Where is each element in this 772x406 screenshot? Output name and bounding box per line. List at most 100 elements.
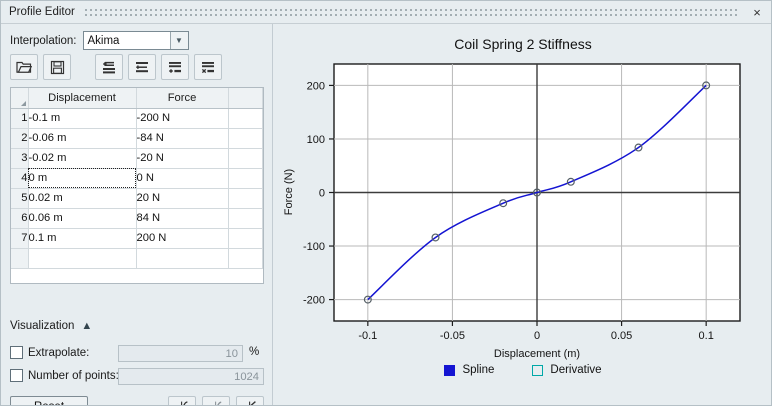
insert-row-above-icon xyxy=(101,60,118,75)
linear-curve-icon xyxy=(241,399,259,405)
legend-item-spline[interactable]: Spline xyxy=(444,364,494,376)
svg-text:100: 100 xyxy=(307,134,325,146)
cell-displacement[interactable]: -0.02 m xyxy=(28,148,137,169)
row-number[interactable]: 3 xyxy=(11,148,29,169)
cell-spacer xyxy=(228,228,263,249)
legend-swatch-derivative xyxy=(532,364,544,376)
row-number-blank xyxy=(11,248,29,269)
close-icon[interactable]: × xyxy=(753,4,761,20)
svg-text:0: 0 xyxy=(319,188,325,200)
cell-displacement[interactable]: -0.06 m xyxy=(28,128,137,149)
row-number[interactable]: 6 xyxy=(11,208,29,229)
extrapolate-option[interactable]: Extrapolate: xyxy=(10,346,89,359)
row-number[interactable]: 4 xyxy=(11,168,29,189)
insert-row-below-button[interactable] xyxy=(128,54,156,80)
floppy-save-icon xyxy=(50,60,65,75)
cell-displacement[interactable]: 0.1 m xyxy=(28,228,137,249)
table-row[interactable]: 3 -0.02 m -20 N xyxy=(11,148,263,169)
open-file-button[interactable] xyxy=(10,54,38,80)
row-number[interactable]: 2 xyxy=(11,128,29,149)
svg-text:-200: -200 xyxy=(303,295,325,307)
cell-force[interactable]: 200 N xyxy=(136,228,229,249)
reset-button[interactable]: Reset xyxy=(10,396,88,405)
cell-force[interactable]: -20 N xyxy=(136,148,229,169)
extrapolate-input[interactable]: 10 xyxy=(118,345,243,362)
row-number[interactable]: 1 xyxy=(11,108,29,129)
table-row[interactable]: 4 0 m 0 N xyxy=(11,168,263,189)
step-curve-icon xyxy=(173,399,191,405)
table-row[interactable]: 1 -0.1 m -200 N xyxy=(11,108,263,129)
svg-text:0.1: 0.1 xyxy=(699,330,714,342)
cell-force[interactable]: 0 N xyxy=(136,168,229,189)
data-table[interactable]: Displacement Force 1 -0.1 m -200 N 2 -0. xyxy=(10,87,264,284)
x-axis-label: Displacement (m) xyxy=(494,348,580,360)
empty-cell xyxy=(228,248,263,269)
curve-style-buttons xyxy=(168,396,264,405)
legend-label-spline: Spline xyxy=(462,364,495,376)
cell-spacer xyxy=(228,148,263,169)
cell-force[interactable]: 20 N xyxy=(136,188,229,209)
cell-spacer xyxy=(228,108,263,129)
cell-displacement[interactable]: -0.1 m xyxy=(28,108,137,129)
visualization-title: Visualization xyxy=(10,320,75,332)
table-empty-area[interactable] xyxy=(11,248,263,269)
percent-unit-label: % xyxy=(249,346,260,358)
cell-displacement[interactable]: 0.06 m xyxy=(28,208,137,229)
table-row[interactable]: 7 0.1 m 200 N xyxy=(11,228,263,249)
step-curve-button[interactable] xyxy=(168,396,196,405)
linear-curve-button[interactable] xyxy=(236,396,264,405)
interpolation-label: Interpolation: xyxy=(10,34,77,47)
extrapolate-checkbox[interactable] xyxy=(10,346,23,359)
row-number[interactable]: 5 xyxy=(11,188,29,209)
chevron-up-icon[interactable]: ▲ xyxy=(81,319,93,332)
insert-row-above-button[interactable] xyxy=(95,54,123,80)
add-row-button[interactable] xyxy=(161,54,189,80)
cell-displacement[interactable]: 0 m xyxy=(28,168,137,189)
titlebar: Profile Editor × xyxy=(1,1,771,24)
svg-text:-0.05: -0.05 xyxy=(440,330,465,342)
window-title: Profile Editor xyxy=(9,6,75,18)
number-of-points-label: Number of points: xyxy=(28,369,119,382)
cell-force[interactable]: -200 N xyxy=(136,108,229,129)
delete-row-button[interactable] xyxy=(194,54,222,80)
cell-displacement[interactable]: 0.02 m xyxy=(28,188,137,209)
legend-label-derivative: Derivative xyxy=(550,364,602,376)
row-number[interactable]: 7 xyxy=(11,228,29,249)
svg-text:-0.1: -0.1 xyxy=(358,330,377,342)
table-row[interactable]: 6 0.06 m 84 N xyxy=(11,208,263,229)
visualization-section-header[interactable]: Visualization ▲ xyxy=(10,320,92,332)
smooth-curve-button[interactable] xyxy=(202,396,230,405)
stiffness-plot[interactable]: -0.1 -0.05 0 0.05 0.1 200 100 0 -100 -200 Displa… xyxy=(274,24,772,364)
legend-swatch-spline xyxy=(444,364,456,376)
interpolation-select[interactable]: Akima ▼ xyxy=(82,31,189,50)
delete-row-icon xyxy=(200,60,217,75)
number-of-points-input[interactable]: 1024 xyxy=(118,368,264,385)
dotted-grip-icon[interactable] xyxy=(84,7,737,17)
table-row[interactable]: 2 -0.06 m -84 N xyxy=(11,128,263,149)
column-header-displacement[interactable]: Displacement xyxy=(28,88,137,109)
chart-title: Coil Spring 2 Stiffness xyxy=(454,36,592,52)
empty-cell xyxy=(28,248,137,269)
cell-spacer xyxy=(228,208,263,229)
axis-ticks xyxy=(329,84,707,326)
x-tick-labels: -0.1 -0.05 0 0.05 0.1 xyxy=(358,330,713,342)
number-of-points-option[interactable]: Number of points: xyxy=(10,369,119,382)
data-point-markers xyxy=(363,81,711,304)
column-header-force[interactable]: Force xyxy=(136,88,229,109)
number-of-points-checkbox[interactable] xyxy=(10,369,23,382)
chevron-down-icon[interactable]: ▼ xyxy=(169,32,188,49)
chart-legend: Spline Derivative xyxy=(274,364,771,376)
cell-spacer xyxy=(228,188,263,209)
y-tick-labels: 200 100 0 -100 -200 xyxy=(303,80,325,306)
interpolation-value: Akima xyxy=(87,34,120,47)
extrapolate-label: Extrapolate: xyxy=(28,346,90,359)
cell-force[interactable]: -84 N xyxy=(136,128,229,149)
column-header-spacer xyxy=(228,88,263,109)
resize-grip-icon[interactable] xyxy=(11,88,29,109)
cell-force[interactable]: 84 N xyxy=(136,208,229,229)
spline-curve xyxy=(367,84,707,301)
add-row-icon xyxy=(167,60,184,75)
legend-item-derivative[interactable]: Derivative xyxy=(532,364,602,376)
table-row[interactable]: 5 0.02 m 20 N xyxy=(11,188,263,209)
save-file-button[interactable] xyxy=(43,54,71,80)
